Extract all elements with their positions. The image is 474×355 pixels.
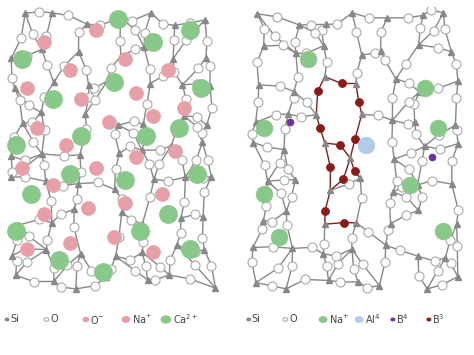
Text: B$^{4}$: B$^{4}$ bbox=[396, 313, 409, 326]
Text: Si: Si bbox=[10, 315, 19, 324]
Text: O: O bbox=[289, 315, 297, 324]
Text: Na$^{+}$: Na$^{+}$ bbox=[132, 313, 152, 326]
Text: Al$^{4}$: Al$^{4}$ bbox=[365, 313, 381, 326]
Text: O$^{−}$: O$^{−}$ bbox=[91, 313, 105, 326]
Text: Si: Si bbox=[252, 315, 261, 324]
Text: B$^{3}$: B$^{3}$ bbox=[432, 313, 445, 326]
Text: O: O bbox=[50, 315, 58, 324]
Text: Na$^{+}$: Na$^{+}$ bbox=[329, 313, 349, 326]
Text: Ca$^{2+}$: Ca$^{2+}$ bbox=[173, 313, 199, 326]
